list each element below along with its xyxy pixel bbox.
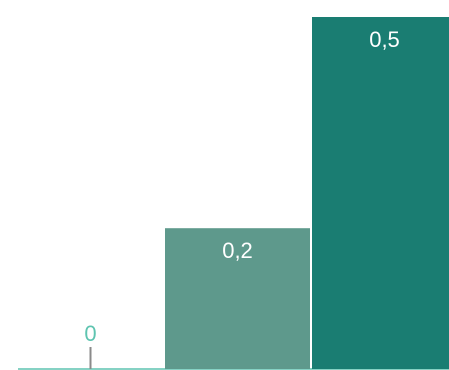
bar-1: [165, 228, 310, 369]
data-label-0: 0: [84, 321, 96, 346]
data-label-2: 0,5: [369, 27, 400, 52]
bar-2: [312, 17, 449, 369]
data-label-1: 0,2: [222, 238, 253, 263]
